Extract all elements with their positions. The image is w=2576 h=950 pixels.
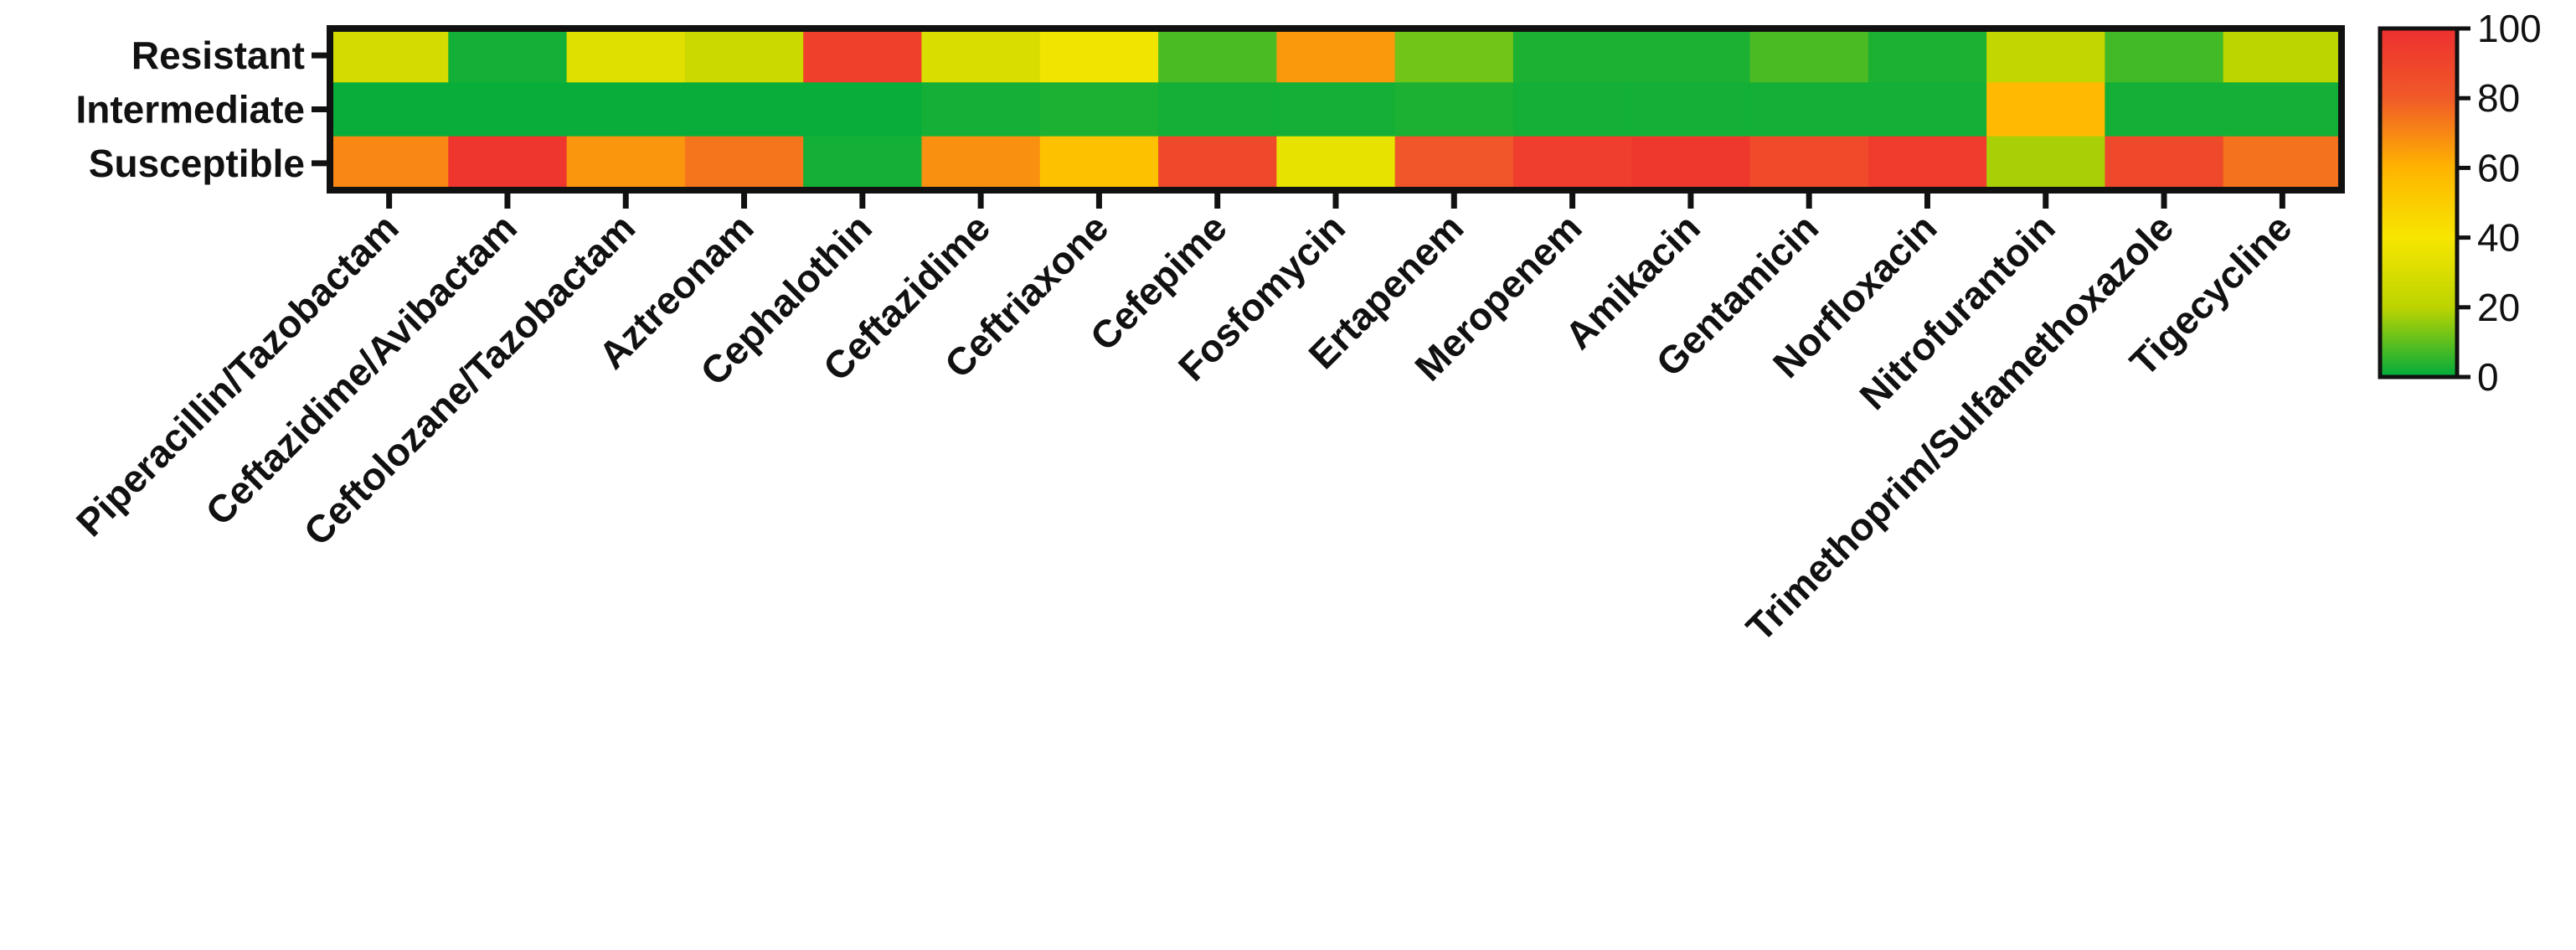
cell-susceptible-fosfomycin [1276,136,1396,191]
cell-susceptible-amikacin [1631,136,1751,191]
row-label-intermediate: Intermediate [75,88,305,132]
cell-resistant-nitrofurantoin [1986,28,2106,83]
cell-intermediate-aztreonam [684,82,804,137]
cell-susceptible-ceftazidime-avibactam [448,136,568,191]
cell-susceptible-cefepime [1158,136,1277,191]
cell-susceptible-cephalothin [803,136,923,191]
cell-susceptible-ceftazidime [921,136,1041,191]
cell-susceptible-ceftolozane-tazobactam [566,136,686,191]
cell-intermediate-meropenem [1512,82,1632,137]
cell-susceptible-gentamicin [1749,136,1869,191]
cell-resistant-cephalothin [803,28,923,83]
colorbar-tick-label: 20 [2477,286,2520,329]
cell-intermediate-amikacin [1631,82,1751,137]
cell-intermediate-ertapenem [1394,82,1514,137]
cell-susceptible-nitrofurantoin [1986,136,2106,191]
cell-resistant-fosfomycin [1276,28,1396,83]
cell-susceptible-norfloxacin [1868,136,1987,191]
column-label-trimethoprim-sulfamethoxazole: Trimethoprim/Sulfamethoxazole [1738,205,2182,649]
colorbar-frame [2378,26,2460,379]
colorbar-tick-label: 100 [2477,7,2542,50]
cell-intermediate-ceftolozane-tazobactam [566,82,686,137]
cell-intermediate-cefepime [1158,82,1277,137]
colorbar-tick-label: 60 [2477,146,2520,189]
colorbar-tick-label: 0 [2477,355,2499,399]
cell-intermediate-norfloxacin [1868,82,1987,137]
column-axis: Piperacillin/TazobactamCeftazidime/Aviba… [68,190,2300,649]
cell-susceptible-trimethoprim-sulfamethoxazole [2105,136,2224,191]
cell-intermediate-ceftazidime-avibactam [448,82,568,137]
colorbar-tick-label: 40 [2477,216,2520,260]
cell-susceptible-meropenem [1512,136,1632,191]
cell-resistant-trimethoprim-sulfamethoxazole [2105,28,2224,83]
cell-resistant-ceftolozane-tazobactam [566,28,686,83]
colorbar-gradient [2380,28,2457,377]
row-axis: Resistant Intermediate Susceptible [75,34,330,185]
cell-intermediate-tigecycline [2223,82,2342,137]
cell-resistant-meropenem [1512,28,1632,83]
cell-resistant-amikacin [1631,28,1751,83]
colorbar-ticks: 0 20 40 60 80 100 [2457,7,2542,399]
cell-intermediate-piperacillin-tazobactam [330,82,449,137]
cell-intermediate-cephalothin [803,82,923,137]
cell-resistant-ceftriaxone [1039,28,1159,83]
cell-intermediate-ceftriaxone [1039,82,1159,137]
cell-susceptible-tigecycline [2223,136,2342,191]
cell-susceptible-piperacillin-tazobactam [330,136,449,191]
cell-resistant-cefepime [1158,28,1277,83]
colorbar: 0 20 40 60 80 100 [2378,7,2542,399]
row-label-susceptible: Susceptible [89,142,305,185]
cell-resistant-ertapenem [1394,28,1514,83]
cell-intermediate-nitrofurantoin [1986,82,2106,137]
cell-resistant-ceftazidime-avibactam [448,28,568,83]
heatmap-cells [330,28,2342,191]
cell-intermediate-trimethoprim-sulfamethoxazole [2105,82,2224,137]
cell-susceptible-ceftriaxone [1039,136,1159,191]
cell-susceptible-aztreonam [684,136,804,191]
cell-intermediate-gentamicin [1749,82,1869,137]
cell-resistant-aztreonam [684,28,804,83]
cell-resistant-piperacillin-tazobactam [330,28,449,83]
cell-intermediate-ceftazidime [921,82,1041,137]
cell-resistant-tigecycline [2223,28,2342,83]
cell-resistant-gentamicin [1749,28,1869,83]
colorbar-tick-label: 80 [2477,76,2520,120]
cell-resistant-ceftazidime [921,28,1041,83]
row-label-resistant: Resistant [131,34,305,77]
cell-resistant-norfloxacin [1868,28,1987,83]
cell-intermediate-fosfomycin [1276,82,1396,137]
cell-susceptible-ertapenem [1394,136,1514,191]
